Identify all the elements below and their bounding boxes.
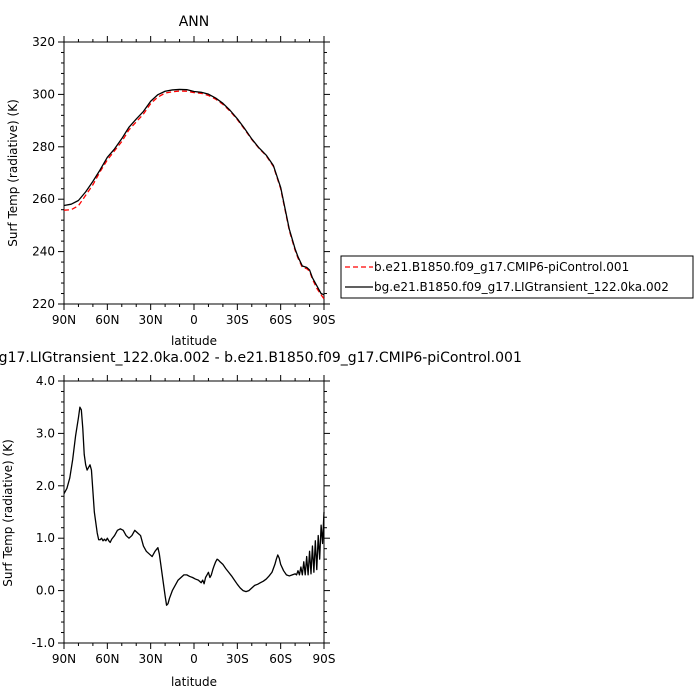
legend-label-LIGtransient: bg.e21.B1850.f09_g17.LIGtransient_122.0k… [374,280,669,294]
top-panel: ANN 90N 60N 30N 0 30S 60S 90S 220 240 260 280 300 32… [6,14,335,348]
bottom-y-tick-label: 3.0 [36,426,55,440]
top-series-line-1 [63,88,325,296]
top-x-tick-label: 90S [313,313,336,327]
bottom-series-line-0 [63,406,325,606]
top-x-tick-label: 60S [269,313,292,327]
top-plot-frame [63,41,325,305]
bottom-x-tick-label: 90S [313,652,336,666]
top-title: ANN [179,14,210,30]
top-y-tick-label: 240 [32,245,55,259]
bottom-ylabel: Surf Temp (radiative) (K) [1,439,15,587]
bottom-panel: bg.e21.B1850.f09_g17.LIGtransient_122.0k… [0,350,522,689]
bottom-x-tick-label: 60N [95,652,119,666]
top-x-tick-label: 30S [226,313,249,327]
legend: b.e21.B1850.f09_g17.CMIP6-piControl.001 … [340,255,694,299]
top-y-tick-label: 260 [32,192,55,206]
bottom-title: bg.e21.B1850.f09_g17.LIGtransient_122.0k… [0,350,522,366]
bottom-y-tick-label: 2.0 [36,479,55,493]
bottom-x-tick-label: 30N [139,652,163,666]
top-x-tick-label: 30N [139,313,163,327]
bottom-y-tick-label: 4.0 [36,374,55,388]
legend-box [340,255,694,299]
bottom-y-tick-label: 0.0 [36,584,55,598]
top-x-tick-label: 0 [190,313,198,327]
top-x-tick-label: 90N [52,313,76,327]
top-y-tick-label: 280 [32,140,55,154]
top-ylabel: Surf Temp (radiative) (K) [6,99,20,247]
bottom-x-tick-label: 60S [269,652,292,666]
top-y-tick-label: 220 [32,297,55,311]
bottom-x-tick-label: 90N [52,652,76,666]
legend-label-piControl: b.e21.B1850.f09_g17.CMIP6-piControl.001 [374,260,629,274]
top-xlabel: latitude [171,334,217,348]
top-series-line-0 [63,90,325,300]
top-axes: 90N 60N 30N 0 30S 60S 90S 220 240 260 280 300 320 [32,35,335,327]
bottom-y-tick-label: 1.0 [36,531,55,545]
bottom-y-tick-label: -1.0 [32,636,55,650]
top-series [63,88,325,300]
bottom-x-tick-label: 30S [226,652,249,666]
top-y-tick-label: 300 [32,87,55,101]
bottom-plot-frame [63,380,325,644]
bottom-axes: 90N 60N 30N 0 30S 60S 90S -1.0 0.0 1.0 2.0 3.0 4.0 [32,374,336,666]
top-x-tick-label: 60N [95,313,119,327]
bottom-series [63,406,325,606]
top-y-tick-label: 320 [32,35,55,49]
bottom-x-tick-label: 0 [190,652,198,666]
bottom-xlabel: latitude [171,675,217,689]
